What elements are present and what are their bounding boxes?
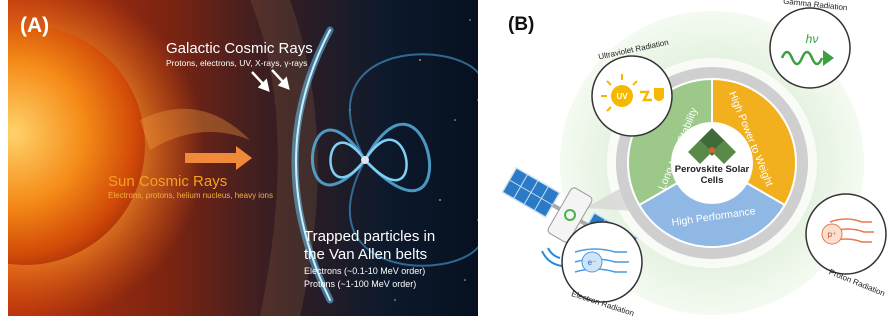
signal xyxy=(542,248,562,266)
sun-title: Sun Cosmic Rays xyxy=(108,173,227,190)
trapped-detail: Protons (~1-100 MeV order) xyxy=(304,279,416,289)
panel-label: (B) xyxy=(508,14,534,35)
sun-subtitle: Electrons, protons, helium nucleus, heav… xyxy=(108,191,273,200)
electron-circle: e⁻ Electron Radiation xyxy=(562,222,642,316)
earth xyxy=(361,156,369,164)
center-label: Perovskite Solar xyxy=(675,164,750,175)
icon-label: hν xyxy=(806,32,819,46)
icon-label: UV xyxy=(616,92,628,101)
trapped-title: Trapped particles in xyxy=(304,228,435,245)
galactic-title: Galactic Cosmic Rays xyxy=(166,40,313,57)
figure: (A) Galactic Cosmic Rays Protons, electr… xyxy=(0,0,896,316)
icon-label: p⁺ xyxy=(828,230,837,239)
trapped-detail: Electrons (~0.1-10 MeV order) xyxy=(304,266,425,276)
gamma-circle: hν Gamma Radiation xyxy=(770,0,850,88)
panel-b: (B) Perovskite Solar Cells Long-term Sta… xyxy=(496,0,886,316)
panel-a: (A) Galactic Cosmic Rays Protons, electr… xyxy=(0,0,483,316)
proton-circle: p⁺ Proton Radiation xyxy=(806,194,886,298)
icon-label: e⁻ xyxy=(588,258,597,267)
trapped-title: the Van Allen belts xyxy=(304,246,427,263)
galactic-subtitle: Protons, electrons, UV, X-rays, γ-rays xyxy=(166,58,307,68)
page: {"panel_a": {"label": "(A)", "galactic":… xyxy=(0,0,896,316)
panel-label: (A) xyxy=(20,14,49,37)
center-label: Cells xyxy=(701,175,724,186)
